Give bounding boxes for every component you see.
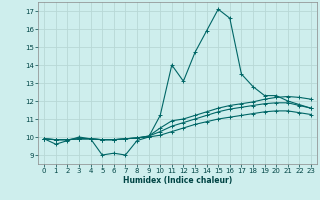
X-axis label: Humidex (Indice chaleur): Humidex (Indice chaleur): [123, 176, 232, 185]
